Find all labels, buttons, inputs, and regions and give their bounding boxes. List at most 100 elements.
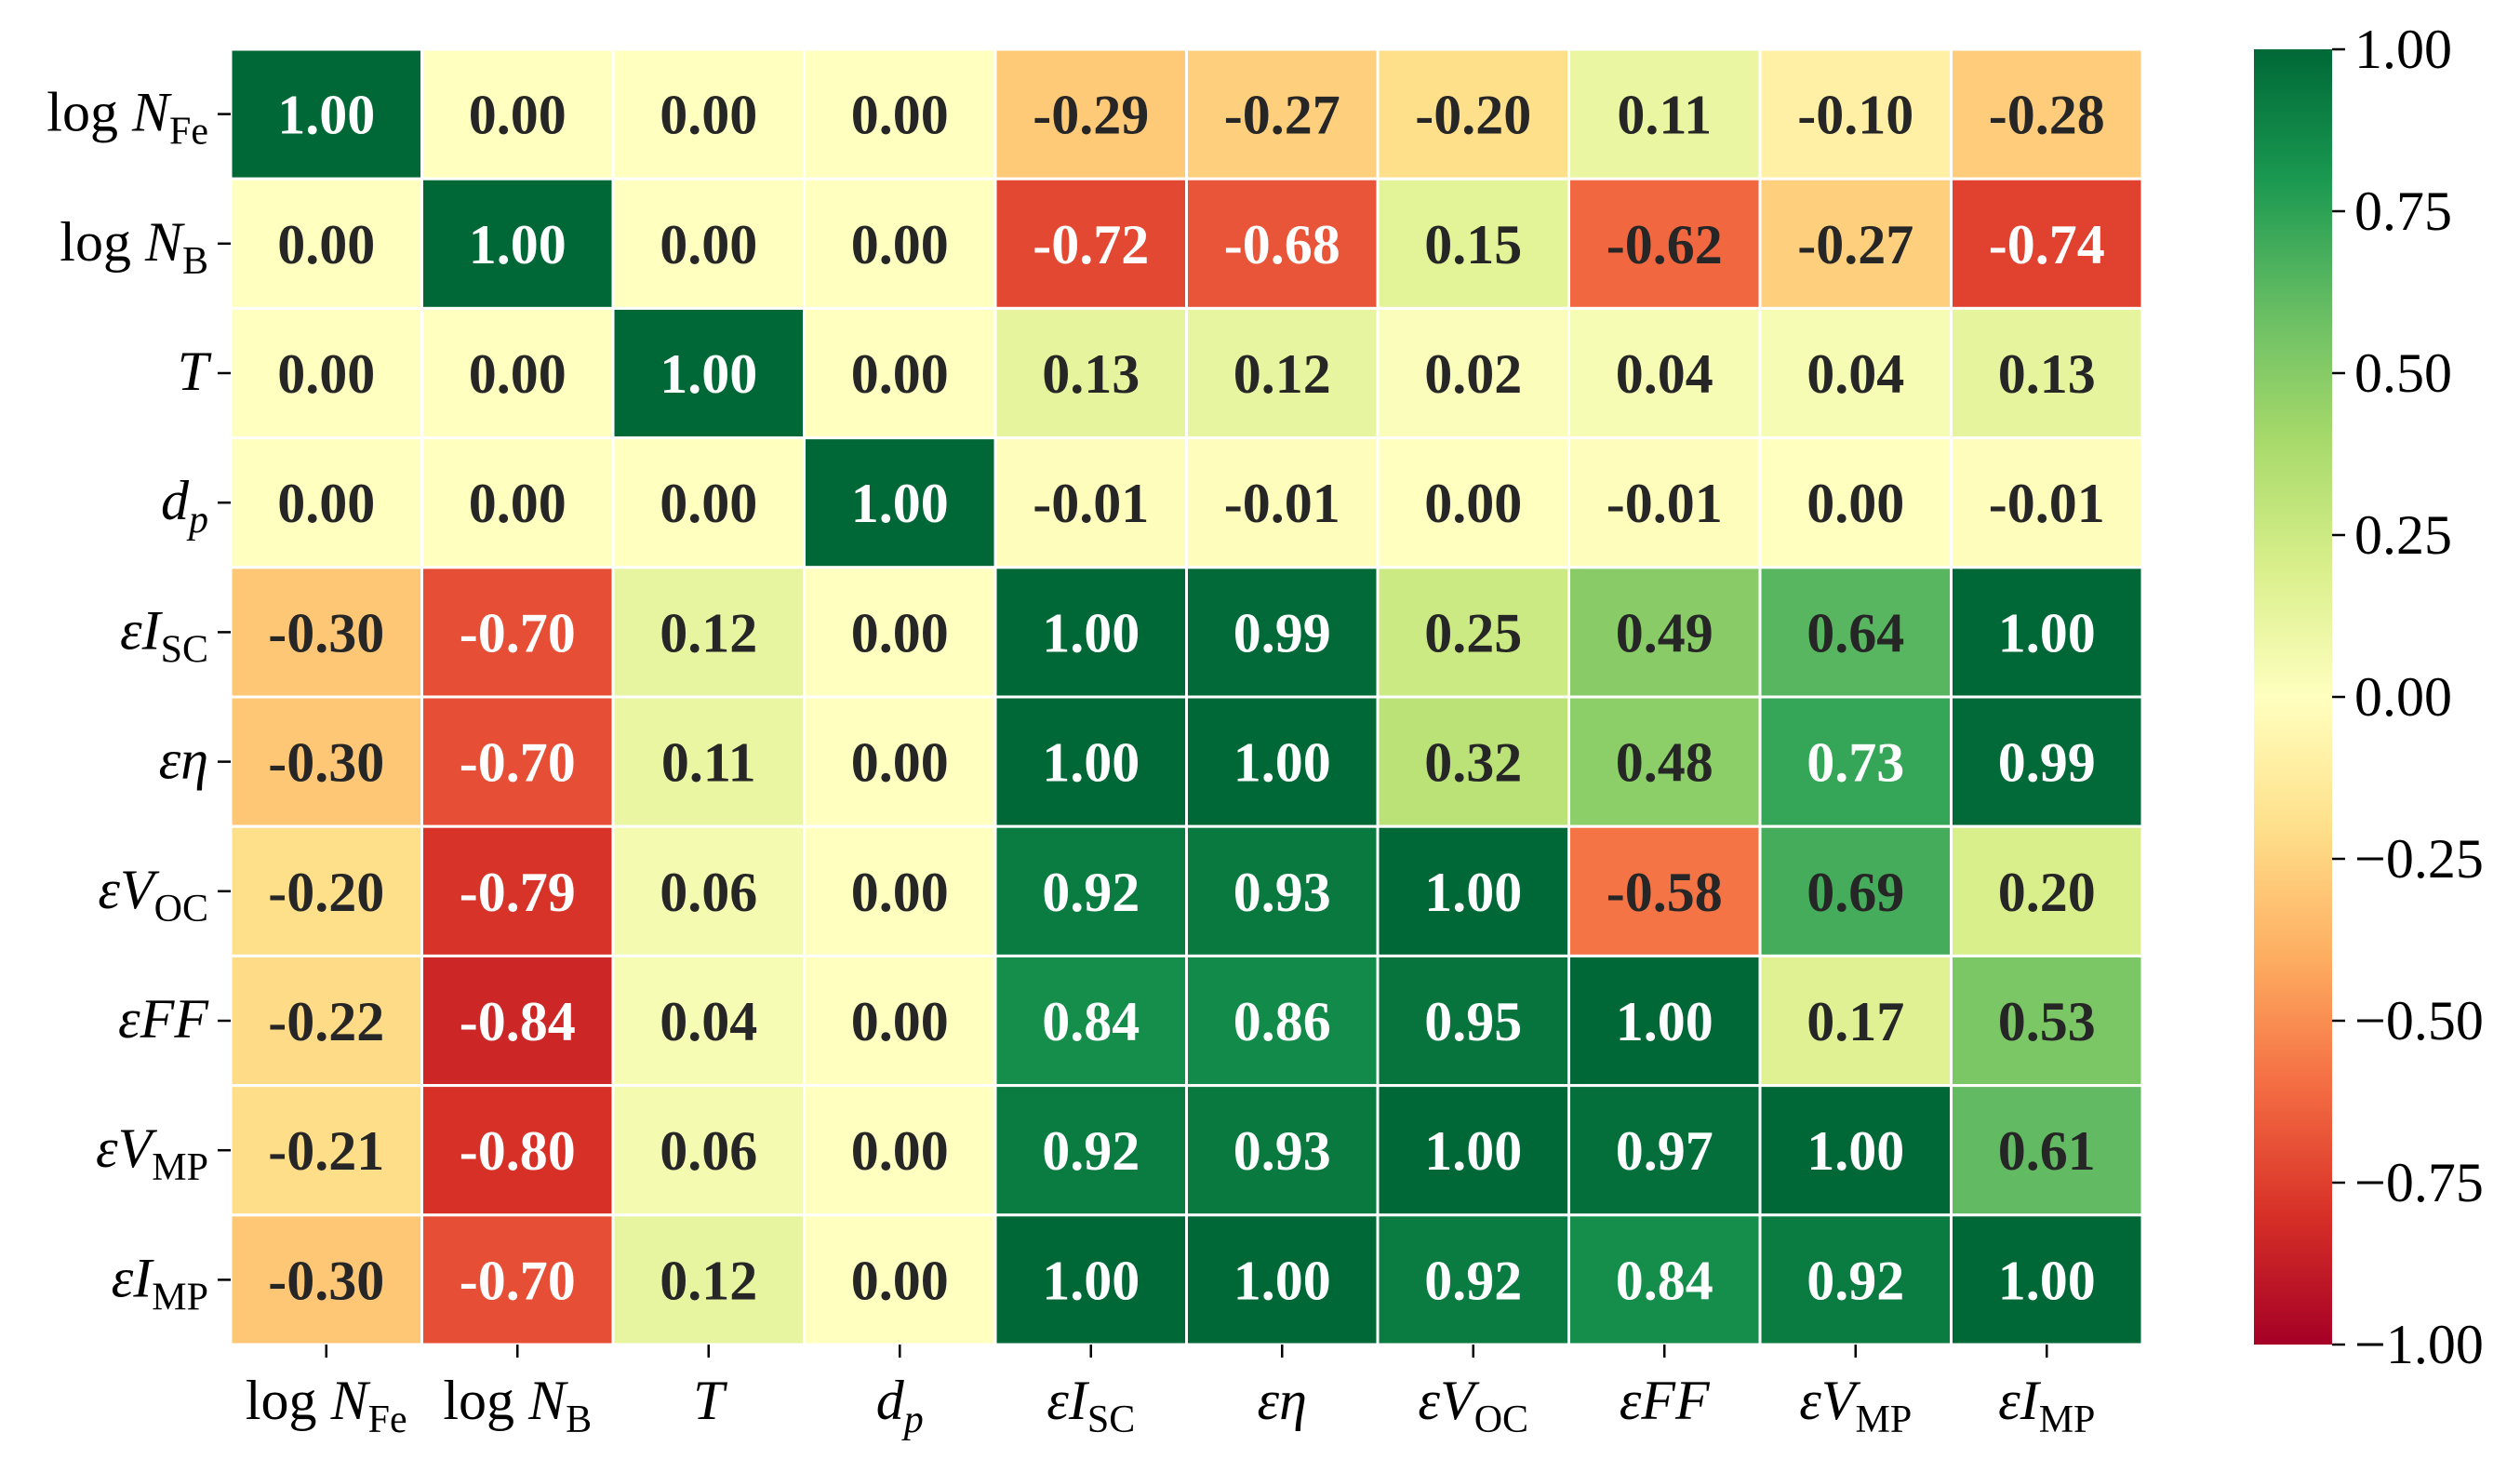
- cell-value-label: 0.13: [1042, 343, 1140, 405]
- x-tick-label: εFF: [1620, 1370, 1711, 1431]
- cell-value-label: 0.00: [277, 473, 375, 534]
- heatmap-cell: [1185, 177, 1380, 310]
- cell-value-label: 0.00: [1807, 473, 1904, 534]
- cell-value-label: 0.00: [851, 1250, 949, 1311]
- x-tick-label: log NB: [443, 1370, 592, 1441]
- cell-value-label: 0.00: [660, 473, 757, 534]
- cell-value-label: 1.00: [1233, 732, 1331, 794]
- cell-value-label: 0.49: [1616, 602, 1713, 663]
- colorbar-tick-label: 0.75: [2354, 181, 2452, 242]
- heatmap-cell: [993, 1213, 1188, 1346]
- heatmap-cell: [1185, 1213, 1380, 1346]
- heatmap-cell: [1758, 1084, 1953, 1217]
- y-tick-label: dp: [161, 470, 208, 542]
- colorbar-tick-label: 1.00: [2354, 19, 2452, 80]
- cell-value-label: 0.86: [1233, 991, 1331, 1052]
- cell-value-label: 1.00: [277, 85, 375, 146]
- colorbar-tick-label: 0.50: [2354, 342, 2452, 404]
- heatmap-cell: [803, 1084, 997, 1217]
- y-tick-label: εVOC: [98, 859, 208, 930]
- cell-value-label: 0.17: [1807, 991, 1904, 1052]
- heatmap-cell: [1185, 47, 1380, 181]
- heatmap-cell: [1567, 1213, 1762, 1346]
- heatmap-cell: [420, 47, 615, 181]
- heatmap-cell: [1185, 824, 1380, 957]
- cell-value-label: 0.53: [1998, 991, 2096, 1052]
- cell-value-label: 0.73: [1807, 732, 1904, 794]
- cell-value-label: 0.00: [469, 343, 567, 405]
- cell-value-label: 0.00: [277, 214, 375, 275]
- heatmap-cells: 1.00 0.00 0.00 0.00 -0.29 -0.27 -0.20 0.11 -0.10…: [229, 47, 2144, 1346]
- cell-value-label: 0.06: [660, 1120, 757, 1182]
- y-axis-tick-labels: log NFe log NB Tdp εISC εη εVOC εFF εVMP εIMP: [47, 82, 231, 1318]
- cell-value-label: -0.20: [1415, 85, 1531, 146]
- cell-value-label: 0.97: [1616, 1120, 1713, 1182]
- x-tick-label: εISC: [1047, 1370, 1135, 1441]
- heatmap-cell: [420, 306, 615, 440]
- cell-value-label: -0.30: [268, 602, 384, 663]
- cell-value-label: 0.93: [1233, 1120, 1331, 1182]
- heatmap-cell: [1758, 306, 1953, 440]
- heatmap-cell: [611, 47, 806, 181]
- heatmap-cell: [1758, 824, 1953, 957]
- cell-value-label: 0.84: [1616, 1250, 1713, 1311]
- x-tick-label: εIMP: [1998, 1370, 2095, 1441]
- cell-value-label: -0.62: [1607, 214, 1723, 275]
- y-tick-label: εFF: [118, 988, 209, 1050]
- cell-value-label: 0.99: [1233, 602, 1331, 663]
- x-tick-label: εη: [1258, 1370, 1307, 1431]
- y-tick-label: T: [178, 341, 212, 402]
- cell-value-label: 0.00: [851, 85, 949, 146]
- colorbar: 1.00 0.75 0.50 0.25 0.00 −0.25 −0.50 −0.75 −1.00: [2254, 19, 2484, 1375]
- cell-value-label: -0.27: [1224, 85, 1340, 146]
- heatmap-cell: [1758, 954, 1953, 1088]
- cell-value-label: 0.00: [469, 473, 567, 534]
- heatmap-cell: [1376, 177, 1570, 310]
- cell-value-label: 1.00: [1042, 1250, 1140, 1311]
- heatmap-cell: [993, 954, 1188, 1088]
- heatmap-cell: [1950, 177, 2144, 310]
- cell-value-label: 0.15: [1424, 214, 1522, 275]
- y-tick-label: εIMP: [112, 1247, 208, 1318]
- cell-value-label: -0.21: [268, 1120, 384, 1182]
- heatmap-cell: [993, 695, 1188, 828]
- heatmap-cell: [1185, 695, 1380, 828]
- cell-value-label: 1.00: [1042, 732, 1140, 794]
- heatmap-cell: [1950, 954, 2144, 1088]
- cell-value-label: 0.84: [1042, 991, 1140, 1052]
- y-tick-label: εη: [159, 730, 208, 791]
- heatmap-cell: [611, 306, 806, 440]
- cell-value-label: -0.84: [460, 991, 576, 1052]
- x-tick-label: log NFe: [246, 1370, 407, 1441]
- heatmap-cell: [420, 1084, 615, 1217]
- cell-value-label: 0.20: [1998, 862, 2096, 923]
- heatmap-cell: [803, 824, 997, 957]
- heatmap-cell: [803, 954, 997, 1088]
- heatmap-cell: [1950, 436, 2144, 569]
- cell-value-label: -0.20: [268, 862, 384, 923]
- cell-value-label: 0.00: [851, 602, 949, 663]
- heatmap-cell: [993, 306, 1188, 440]
- heatmap-cell: [1376, 1084, 1570, 1217]
- heatmap-cell: [1758, 1213, 1953, 1346]
- heatmap-cell: [993, 1084, 1188, 1217]
- cell-value-label: -0.30: [268, 732, 384, 794]
- cell-value-label: -0.70: [460, 732, 576, 794]
- cell-value-label: -0.01: [1607, 473, 1723, 534]
- cell-value-label: 1.00: [1424, 862, 1522, 923]
- cell-value-label: 1.00: [1233, 1250, 1331, 1311]
- heatmap-cell: [229, 47, 423, 181]
- heatmap-cell: [803, 177, 997, 310]
- cell-value-label: -0.70: [460, 1250, 576, 1311]
- y-tick-label: εISC: [120, 599, 208, 671]
- heatmap-cell: [1950, 306, 2144, 440]
- cell-value-label: 0.00: [851, 343, 949, 405]
- cell-value-label: 0.92: [1807, 1250, 1904, 1311]
- x-tick-label: dp: [876, 1370, 924, 1441]
- cell-value-label: -0.28: [1989, 85, 2105, 146]
- cell-value-label: 0.02: [1424, 343, 1522, 405]
- cell-value-label: 1.00: [1042, 602, 1140, 663]
- heatmap-cell: [1950, 1084, 2144, 1217]
